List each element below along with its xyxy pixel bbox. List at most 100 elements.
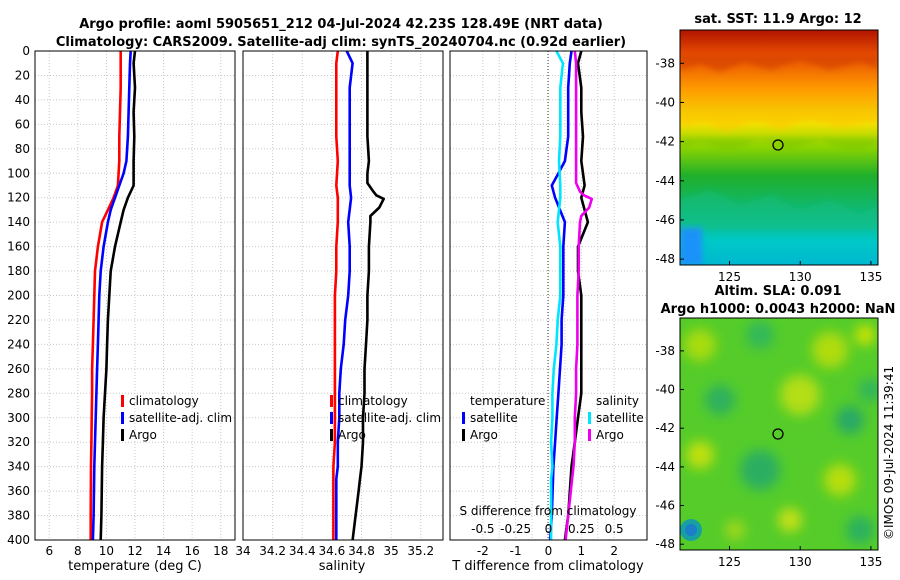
- legend-argo-label: Argo: [338, 428, 366, 442]
- sla-argo-marker: [772, 428, 784, 440]
- series-line-satellite-adj-clim: [91, 50, 132, 541]
- salinity-grid: [242, 50, 443, 541]
- s-difference-axis-label: S difference from climatology: [460, 504, 637, 518]
- lat-tick-label: -38: [655, 344, 675, 358]
- lat-tick-label: -38: [655, 56, 675, 70]
- lon-tick-label: 135: [859, 555, 882, 569]
- legend-satellite-label: satellite-adj. clim: [129, 411, 232, 425]
- depth-tick-label: 60: [15, 117, 30, 131]
- depth-tick-label: 120: [7, 191, 30, 205]
- depth-tick-label: 180: [7, 264, 30, 278]
- figure-title-line1: Argo profile: aoml 5905651_212 04-Jul-20…: [79, 17, 603, 32]
- depth-tick-labels: 0 20 40 60 80 100 120 140 160 180 200 220 240 260 280 3…: [7, 44, 30, 547]
- x-tick-label: 34: [235, 544, 250, 558]
- depth-tick-label: 340: [7, 460, 30, 474]
- depth-tick-label: 140: [7, 215, 30, 229]
- x-tick-label: -1: [510, 544, 522, 558]
- depth-tick-label: 0: [22, 44, 30, 58]
- lat-tick-label: -44: [655, 174, 675, 188]
- sst-map-panel: sat. SST: 11.9 Argo: 12 -38-40-42-44-46-…: [655, 12, 882, 284]
- depth-tick-label: 280: [7, 386, 30, 400]
- salinity-axis-label: salinity: [319, 559, 366, 574]
- depth-tick-label: 220: [7, 313, 30, 327]
- sst-map-image: [680, 30, 878, 265]
- legend-climatology-swatch: [330, 395, 333, 407]
- legend-satellite-swatch: [121, 412, 124, 424]
- legend-satellite-label: satellite-adj. clim: [338, 411, 441, 425]
- depth-tick-label: 200: [7, 289, 30, 303]
- lat-tick-label: -48: [655, 252, 675, 266]
- difference-axes-box: [449, 50, 648, 541]
- sla-map-box: [679, 317, 879, 551]
- lon-tick-label: 125: [718, 270, 741, 284]
- lat-tick-label: -40: [655, 383, 675, 397]
- s-diff-tick-label: 0.25: [568, 522, 595, 536]
- sst-map-box: [679, 29, 879, 266]
- lat-tick-label: -44: [655, 460, 675, 474]
- sla-map-title-line2: Argo h1000: 0.0043 h2000: NaN: [661, 302, 896, 317]
- depth-tick-label: 40: [15, 93, 30, 107]
- sst-lon-tick-labels: 125 130 135: [718, 261, 882, 284]
- x-tick-label: 34.4: [289, 544, 316, 558]
- sst-argo-marker: [772, 139, 784, 151]
- s-diff-tick-label: -0.25: [500, 522, 531, 536]
- x-tick-label: 6: [45, 544, 53, 558]
- temperature-axes-box: [34, 50, 236, 541]
- depth-tick-label: 100: [7, 166, 30, 180]
- legend-salinity-title: salinity: [596, 394, 639, 408]
- x-tick-label: 0: [545, 544, 553, 558]
- temperature-panel: 0 20 40 60 80 100 120 140 160 180 200 220 240 260 280 3…: [7, 44, 236, 574]
- s-difference-tick-labels: -0.5 -0.25 0 0.25 0.5: [471, 522, 624, 536]
- x-tick-label: 10: [99, 544, 114, 558]
- salinity-legend: climatology satellite-adj. clim Argo: [330, 394, 441, 442]
- t-difference-tick-labels: -2 -1 0 1 2: [477, 544, 618, 558]
- sla-lon-tick-labels: 125 130 135: [718, 546, 882, 569]
- x-tick-label: 8: [74, 544, 82, 558]
- sla-map-image: [680, 318, 878, 550]
- legend-satellite-swatch: [330, 412, 333, 424]
- temperature-lines: [89, 50, 137, 541]
- depth-tick-label: 300: [7, 411, 30, 425]
- sst-lat-tick-labels: -38 -40 -42 -44 -46 -48: [655, 56, 684, 266]
- lat-tick-label: -40: [655, 95, 675, 109]
- x-tick-label: 1: [578, 544, 586, 558]
- legend-t-satellite-swatch: [462, 412, 465, 424]
- series-line-climatology: [89, 51, 122, 540]
- series-line-climatology: [332, 50, 340, 540]
- copyright-stamp: ©IMOS 09-Jul-2024 11:39:41: [882, 366, 896, 540]
- x-tick-label: 34.2: [259, 544, 286, 558]
- sla-lat-tick-labels: -38 -40 -42 -44 -46 -48: [655, 344, 684, 551]
- salinity-axes-box: [242, 50, 444, 541]
- depth-tick-label: 160: [7, 240, 30, 254]
- series-line-salinity-argo: [564, 50, 594, 541]
- salinity-lines: [332, 50, 386, 541]
- difference-lines: [548, 50, 594, 541]
- depth-tick-label: 320: [7, 435, 30, 449]
- legend-temperature-title: temperature: [470, 394, 545, 408]
- x-tick-label: 16: [185, 544, 200, 558]
- salinity-panel: 34 34.2 34.4 34.6 34.8 35 35.2 salinity climat…: [235, 50, 444, 574]
- x-tick-label: 12: [127, 544, 142, 558]
- x-tick-label: 18: [213, 544, 228, 558]
- legend-s-satellite-label: satellite: [596, 411, 644, 425]
- x-tick-label: 34.6: [319, 544, 346, 558]
- legend-climatology-swatch: [121, 395, 124, 407]
- difference-panel: -2 -1 0 1 2 S difference from climatology -0…: [449, 50, 648, 574]
- legend-t-argo-swatch: [462, 429, 465, 441]
- legend-argo-label: Argo: [129, 428, 157, 442]
- series-line-argo: [351, 51, 386, 541]
- lat-tick-label: -48: [655, 537, 675, 551]
- series-line-argo: [99, 50, 137, 541]
- x-tick-label: 2: [610, 544, 618, 558]
- depth-tick-label: 360: [7, 484, 30, 498]
- depth-tick-label: 380: [7, 509, 30, 523]
- lon-tick-label: 125: [718, 555, 741, 569]
- sst-texture: [680, 55, 878, 265]
- lat-tick-label: -46: [655, 499, 675, 513]
- x-tick-label: -2: [477, 544, 489, 558]
- lon-tick-label: 130: [789, 555, 812, 569]
- legend-t-satellite-label: satellite: [470, 411, 518, 425]
- lon-tick-label: 130: [789, 270, 812, 284]
- x-tick-label: 14: [156, 544, 171, 558]
